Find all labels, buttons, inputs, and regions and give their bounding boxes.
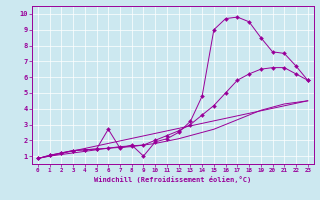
X-axis label: Windchill (Refroidissement éolien,°C): Windchill (Refroidissement éolien,°C) — [94, 176, 252, 183]
